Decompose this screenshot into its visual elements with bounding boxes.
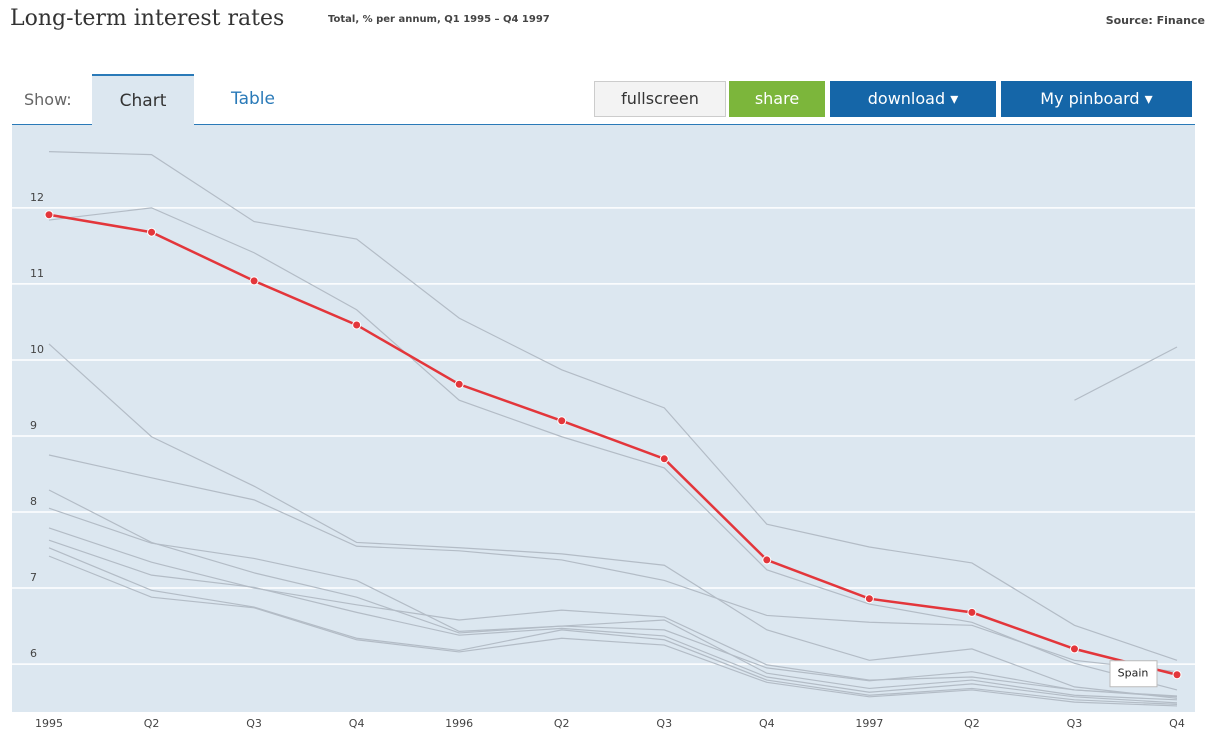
point [864,594,874,604]
point [762,555,772,565]
y-tick-label: 12 [30,191,44,204]
pinboard-button[interactable]: My pinboard ▾ [1001,81,1192,117]
series-line [48,207,1178,691]
series-line [1074,346,1178,401]
share-button[interactable]: share [729,81,825,117]
x-tick-label: Q4 [759,717,775,730]
y-tick-label: 10 [30,343,44,356]
point [1069,644,1079,654]
x-tick-label: Q3 [1067,717,1083,730]
point [557,416,567,426]
point [147,227,157,237]
x-tick-label: Q4 [349,717,365,730]
point [967,607,977,617]
point [454,379,464,389]
y-tick-label: 9 [30,419,37,432]
label-box [1109,660,1158,688]
series-line [48,547,1178,705]
fullscreen-button[interactable]: fullscreen [594,81,726,117]
x-tick-label: Q4 [1169,717,1185,730]
subtitle: Total, % per annum, Q1 1995 – Q4 1997 [328,14,550,25]
x-tick-label: Q2 [964,717,980,730]
series-line [48,555,1178,707]
point [249,276,259,286]
y-tick-label: 11 [30,267,44,280]
y-tick-label: 6 [30,647,37,660]
point [1172,670,1182,680]
title: Long-term interest rates [10,6,285,31]
y-tick-label: 7 [30,571,37,584]
x-tick-label: Q2 [554,717,570,730]
series-line [48,454,1178,673]
series-line [48,527,1178,697]
x-tick-label: Q3 [656,717,672,730]
series-line [48,539,1178,704]
download-button[interactable]: download ▾ [830,81,996,117]
point [44,210,54,220]
show-label: Show: [24,90,72,109]
series-label: Spain [1118,667,1149,680]
x-tick-label: 1996 [445,717,473,730]
toolbar: Show: Chart Table fullscreen share downl… [12,74,1195,125]
plot-area [12,125,1195,712]
point [352,320,362,330]
source: Source: Finance [1105,14,1205,27]
series-line [48,343,1178,699]
series-line [48,489,1178,698]
series-line [48,507,1178,701]
series-line [48,151,1178,661]
point [659,454,669,464]
tab[interactable]: Table [231,89,275,109]
x-tick-label: 1997 [855,717,883,730]
tab[interactable]: Chart [92,74,194,125]
x-tick-label: Q3 [246,717,262,730]
y-tick-label: 8 [30,495,37,508]
x-tick-label: 1995 [35,717,63,730]
x-tick-label: Q2 [144,717,160,730]
series-line [48,213,1178,676]
